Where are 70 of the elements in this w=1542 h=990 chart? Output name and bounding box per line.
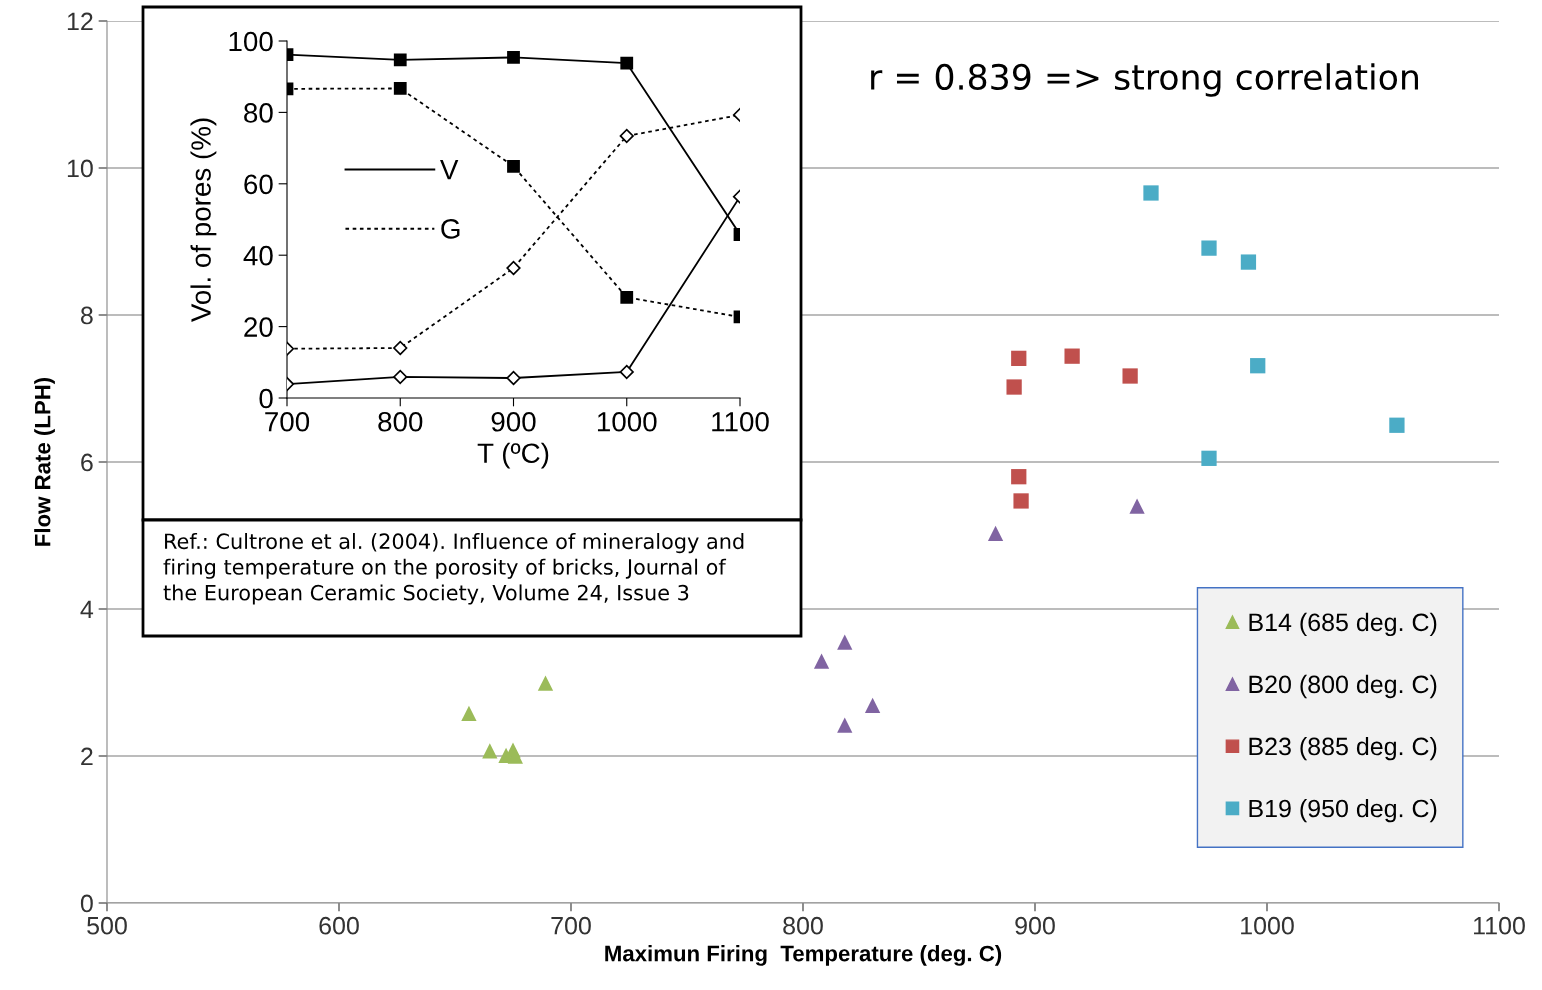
point <box>864 697 881 713</box>
y-tick-label: 0 <box>259 388 273 409</box>
legend-label: B23 (885 deg. C) <box>1249 736 1437 761</box>
point <box>619 364 634 380</box>
point <box>1129 498 1145 514</box>
point <box>987 525 1004 541</box>
x-tick-label: 1100 <box>1474 916 1525 935</box>
annotation: Ref.: Cultrone et al. (2004). Influence of mineralogy and firing temperature on the porosity of bricks, Journal of the European Ceramic Society, Volume 24, Issue 3 <box>163 533 744 605</box>
x-tick-label: 800 <box>783 916 823 935</box>
legend-label: B14 (685 deg. C) <box>1249 612 1437 637</box>
point <box>1006 379 1022 395</box>
legend-label: B19 (950 deg. C) <box>1249 798 1437 823</box>
y-tick-label: 10 <box>67 159 93 178</box>
y-tick-label: 80 <box>244 103 273 123</box>
y-axis-title: Vol. of pores (%) <box>190 118 217 323</box>
y-tick-label: 6 <box>81 453 93 472</box>
legend-label: V <box>440 160 459 180</box>
point <box>482 743 498 759</box>
x-axis-title: T (ºC) <box>477 442 549 469</box>
y-tick-label: 40 <box>243 245 273 266</box>
point <box>1201 240 1217 256</box>
x-tick-label: 1100 <box>712 411 769 432</box>
point <box>1250 358 1266 374</box>
x-tick-label: 1000 <box>1241 916 1294 935</box>
y-tick-label: 4 <box>80 600 94 619</box>
point <box>537 675 554 691</box>
point <box>1122 368 1138 384</box>
x-tick-label: 800 <box>378 411 423 432</box>
y-tick-label: 8 <box>80 306 93 325</box>
x-tick-label: 900 <box>1015 916 1055 935</box>
point <box>1240 254 1257 270</box>
point <box>1013 493 1029 509</box>
y-tick-label: 2 <box>81 747 93 766</box>
y-axis-title: Flow Rate (LPH) <box>34 377 55 546</box>
point <box>620 290 634 304</box>
x-axis-title: Maximun Firing Temperature (deg. C) <box>605 945 1002 966</box>
point <box>1011 350 1027 366</box>
point <box>1011 469 1027 485</box>
point <box>393 82 407 95</box>
y-tick-label: 60 <box>244 174 273 195</box>
point <box>393 53 407 67</box>
annotation: r = 0.839 => strong correlation <box>871 63 1418 97</box>
point <box>619 128 634 144</box>
point <box>1143 185 1159 201</box>
point <box>620 56 634 70</box>
point <box>507 51 520 64</box>
x-tick-label: 500 <box>87 916 127 935</box>
point <box>1201 450 1217 466</box>
point <box>393 369 408 385</box>
legend-label: B20 (800 deg. C) <box>1249 674 1437 699</box>
point <box>507 159 520 173</box>
point <box>837 717 853 733</box>
y-tick-label: 0 <box>80 894 93 913</box>
x-tick-label: 1000 <box>597 411 657 432</box>
point <box>461 705 477 722</box>
y-tick-label: 100 <box>229 31 273 52</box>
point <box>506 260 521 276</box>
x-tick-label: 600 <box>319 916 359 935</box>
point <box>1389 417 1405 433</box>
point <box>813 653 830 669</box>
point <box>1064 348 1080 364</box>
y-tick-label: 20 <box>244 317 273 337</box>
point <box>393 340 408 356</box>
x-tick-label: 700 <box>551 916 591 935</box>
x-tick-label: 700 <box>265 411 310 432</box>
point <box>837 634 853 650</box>
x-tick-label: 900 <box>491 411 536 432</box>
legend-label: G <box>441 219 460 239</box>
y-tick-label: 12 <box>67 12 93 31</box>
point <box>506 370 521 386</box>
